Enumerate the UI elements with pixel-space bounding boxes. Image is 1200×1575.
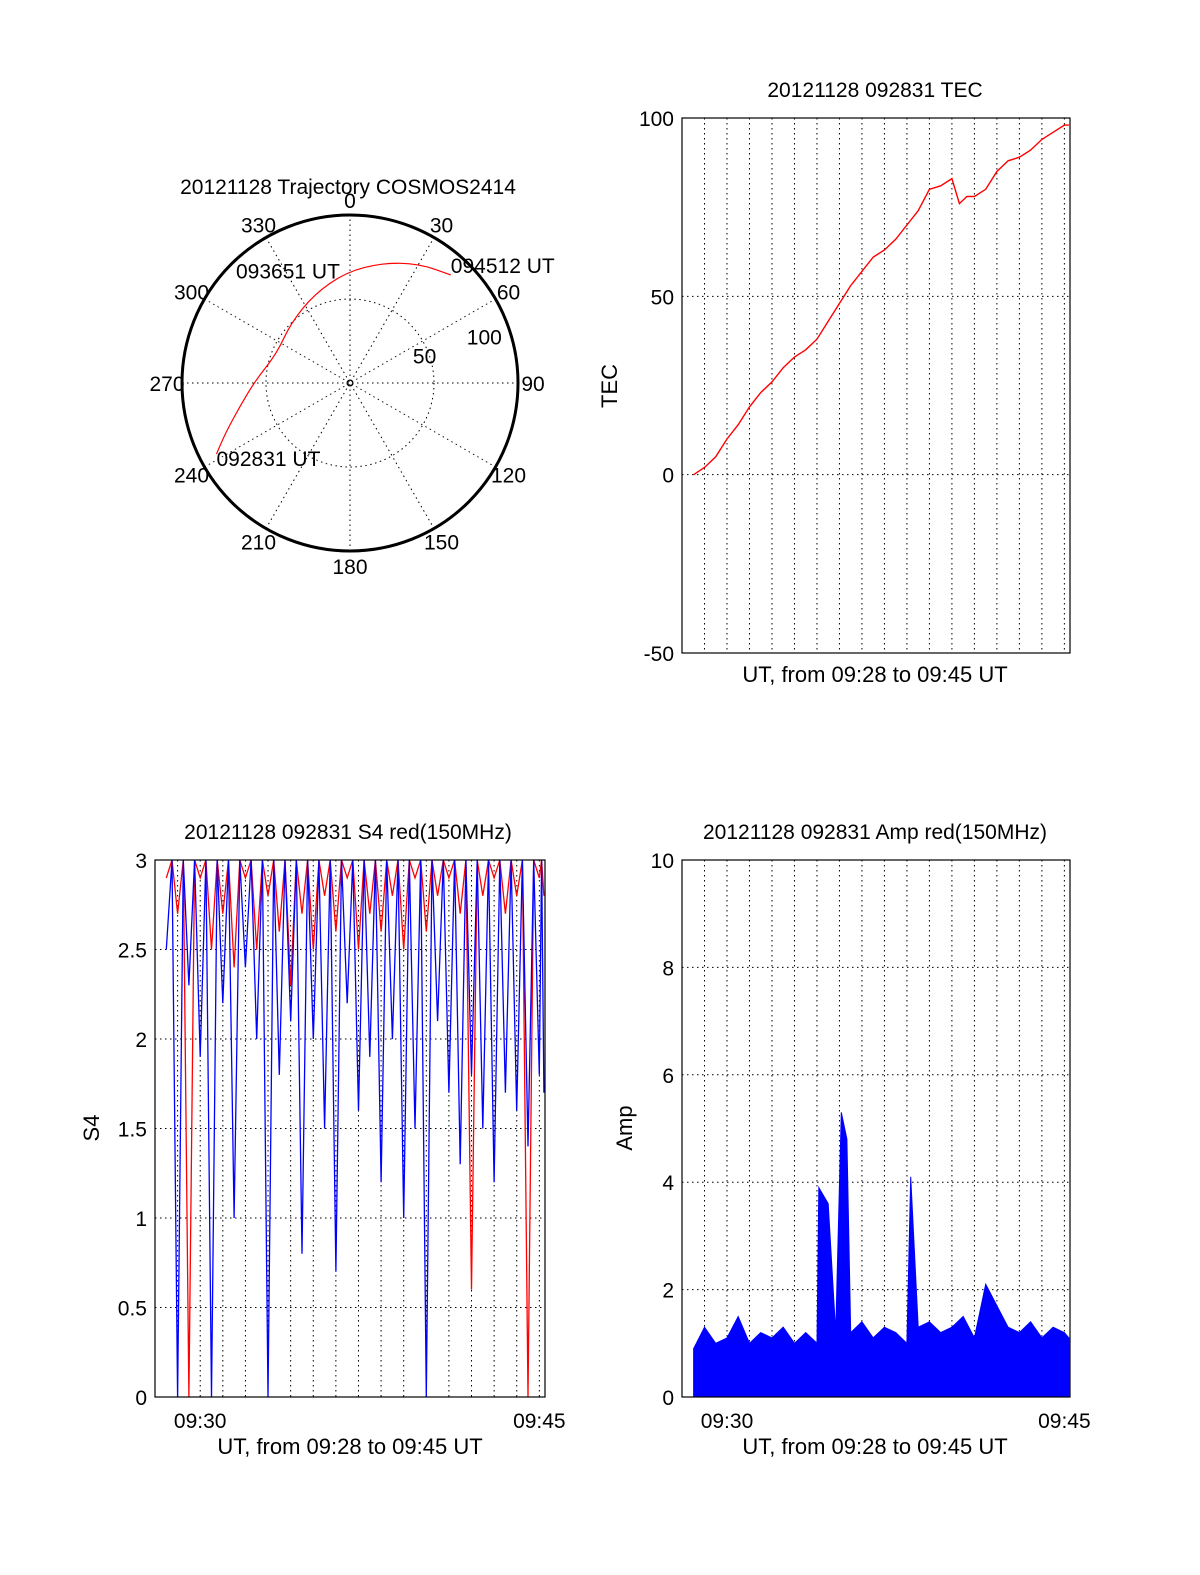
amp-y-tick-labels: 0 2 4 6 8 10 bbox=[651, 850, 675, 1410]
tec-chart-title: 20121128 092831 TEC bbox=[767, 79, 982, 102]
polar-angle-label: 120 bbox=[491, 465, 526, 488]
s4-plot-frame bbox=[154, 859, 546, 1398]
polar-angle-label: 150 bbox=[424, 532, 459, 555]
polar-angle-label: 210 bbox=[241, 532, 276, 555]
polar-time-annotation: 092831 UT bbox=[217, 448, 321, 471]
tec-grid bbox=[682, 117, 1070, 654]
amp-x-tick-labels: 09:30 09:45 bbox=[701, 1410, 1091, 1433]
amp-x-axis-label: UT, from 09:28 to 09:45 UT bbox=[742, 1434, 1007, 1459]
y-tick-label: 2 bbox=[662, 1280, 674, 1303]
polar-radial-label: 100 bbox=[467, 326, 502, 349]
tec-y-axis-label: TEC bbox=[597, 364, 622, 408]
s4-series-line-0 bbox=[165, 859, 545, 1398]
amp-chart-title: 20121128 092831 Amp red(150MHz) bbox=[703, 821, 1047, 844]
polar-angle-label: 240 bbox=[174, 465, 209, 488]
polar-spoke bbox=[204, 298, 496, 468]
polar-angle-label: 90 bbox=[521, 373, 544, 396]
polar-angle-label: 270 bbox=[149, 373, 184, 396]
amp-chart: 20121128 092831 Amp red(150MHz) 0246810 … bbox=[612, 821, 1091, 1459]
polar-angle-labels: 0 30 60 90 120 150 180 210 240 270 300 330 bbox=[149, 190, 544, 579]
polar-angle-label: 60 bbox=[497, 282, 520, 305]
tec-plot-frame bbox=[681, 117, 1071, 654]
amp-series bbox=[693, 1112, 1070, 1398]
y-tick-label: 10 bbox=[651, 850, 674, 873]
polar-angle-label: 30 bbox=[430, 215, 453, 238]
x-tick-label: 09:45 bbox=[1038, 1410, 1091, 1433]
y-tick-label: 1.5 bbox=[118, 1119, 147, 1142]
x-tick-label: 09:30 bbox=[174, 1410, 227, 1433]
s4-x-axis-label: UT, from 09:28 to 09:45 UT bbox=[217, 1434, 482, 1459]
x-tick-label: 09:45 bbox=[513, 1410, 566, 1433]
polar-radial-label: 50 bbox=[413, 346, 436, 369]
y-tick-label: 100 bbox=[639, 108, 674, 131]
s4-series-line-1 bbox=[165, 859, 545, 1398]
y-tick-label: 8 bbox=[662, 957, 674, 980]
polar-spoke bbox=[204, 298, 496, 468]
polar-trajectory-series bbox=[215, 262, 451, 455]
s4-y-tick-labels: 0 0.5 1 1.5 2 2.5 3 bbox=[118, 850, 147, 1410]
y-tick-label: 1 bbox=[135, 1208, 147, 1231]
trajectory-polar-chart: 20121128 Trajectory COSMOS2414 0 30 60 90 12… bbox=[149, 176, 554, 579]
y-tick-label: 6 bbox=[662, 1065, 674, 1088]
polar-angle-label: 0 bbox=[344, 190, 356, 213]
polar-spoke bbox=[265, 237, 435, 529]
y-tick-label: 4 bbox=[662, 1172, 674, 1195]
polar-annotations: 092831 UT 093651 UT 094512 UT bbox=[217, 255, 555, 471]
polar-chart-title: 20121128 Trajectory COSMOS2414 bbox=[180, 176, 516, 199]
amp-grid bbox=[682, 859, 1070, 1398]
polar-grid bbox=[180, 213, 520, 553]
s4-chart-title: 20121128 092831 S4 red(150MHz) bbox=[184, 821, 512, 844]
amp-plot-frame bbox=[681, 859, 1071, 1398]
tec-x-axis-label: UT, from 09:28 to 09:45 UT bbox=[742, 662, 1007, 687]
s4-x-tick-labels: 09:30 09:45 bbox=[174, 1410, 566, 1433]
polar-angle-label: 300 bbox=[174, 282, 209, 305]
polar-radial-labels: 50 100 bbox=[413, 326, 502, 368]
amp-y-axis-label: Amp bbox=[612, 1105, 637, 1150]
polar-time-annotation: 094512 UT bbox=[451, 255, 555, 278]
y-tick-label: 0 bbox=[662, 465, 674, 488]
polar-angle-label: 330 bbox=[241, 215, 276, 238]
polar-spoke bbox=[265, 237, 435, 529]
y-tick-label: 0.5 bbox=[118, 1298, 147, 1321]
tec-y-tick-labels: -50 0 50 100 bbox=[639, 108, 674, 666]
polar-grid-circle bbox=[265, 298, 435, 468]
polar-angle-label: 180 bbox=[332, 556, 367, 579]
y-tick-label: 0 bbox=[135, 1387, 147, 1410]
y-tick-label: -50 bbox=[644, 643, 674, 666]
s4-series bbox=[165, 859, 545, 1398]
y-tick-label: 2 bbox=[135, 1029, 147, 1052]
polar-time-annotation: 093651 UT bbox=[236, 261, 340, 284]
tec-series-line bbox=[693, 124, 1069, 476]
y-tick-label: 2.5 bbox=[118, 940, 147, 963]
y-tick-label: 0 bbox=[662, 1387, 674, 1410]
amp-series-area bbox=[693, 1112, 1070, 1398]
tec-series bbox=[693, 124, 1069, 476]
y-tick-label: 50 bbox=[651, 286, 674, 309]
x-tick-label: 09:30 bbox=[701, 1410, 754, 1433]
s4-chart: 20121128 092831 S4 red(150MHz) 0 0.5 1 1.5 2… bbox=[79, 821, 566, 1459]
polar-trajectory-line bbox=[215, 262, 451, 455]
s4-y-axis-label: S4 bbox=[79, 1115, 104, 1142]
tec-chart: 20121128 092831 TEC -50 0 50 100 UT, from 0… bbox=[597, 79, 1071, 687]
y-tick-label: 3 bbox=[135, 850, 147, 873]
